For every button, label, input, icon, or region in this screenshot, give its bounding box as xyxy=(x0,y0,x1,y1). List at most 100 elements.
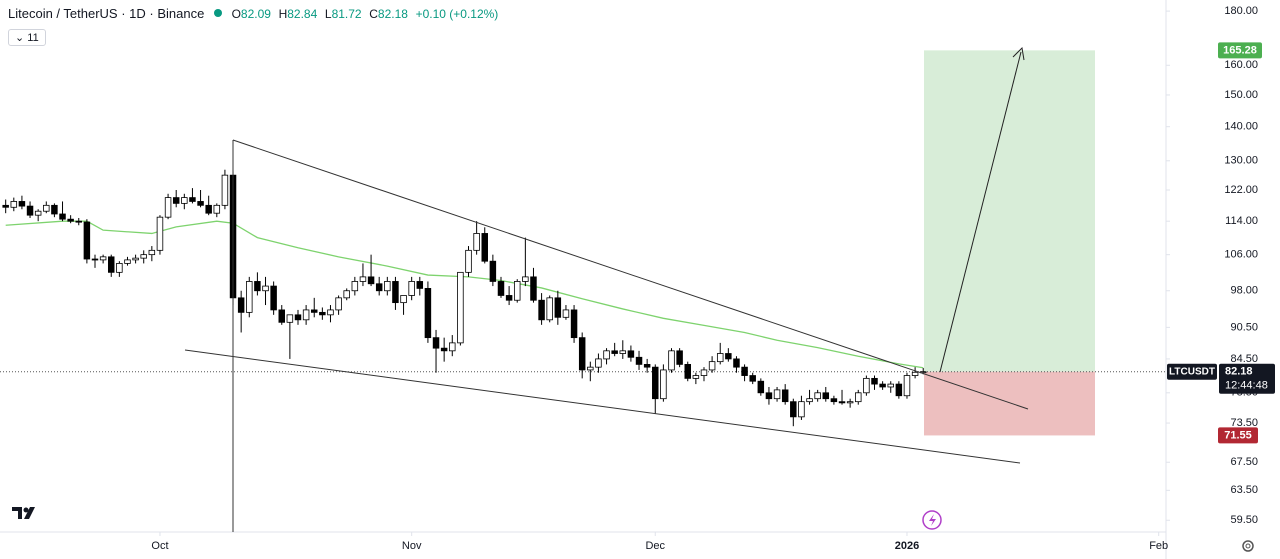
candle-body xyxy=(855,392,862,403)
candle-body xyxy=(692,375,700,379)
indicator-toggle[interactable]: ⌄ 11 xyxy=(8,29,46,46)
candle-body xyxy=(489,260,497,282)
candle-body xyxy=(384,281,391,292)
candle-body xyxy=(473,233,480,251)
candle-body xyxy=(270,285,277,311)
candle-body xyxy=(132,257,139,261)
y-tick-label: 114.00 xyxy=(1225,215,1258,227)
candle-body xyxy=(652,366,659,400)
moving-average xyxy=(5,220,924,369)
candle-body xyxy=(237,297,245,313)
candle-body xyxy=(895,383,903,397)
candle-body xyxy=(522,276,529,282)
candle-body xyxy=(181,197,188,204)
candle-body xyxy=(294,314,302,321)
candle-body xyxy=(116,263,123,273)
candle-body xyxy=(538,299,545,321)
candle-body xyxy=(400,295,407,304)
y-tick-label: 150.00 xyxy=(1224,89,1258,101)
y-tick-label: 59.50 xyxy=(1230,514,1258,526)
candle-body xyxy=(871,377,878,385)
candle-body xyxy=(708,361,716,371)
ohlc-value: 82.09 xyxy=(240,7,271,21)
projection-arrow xyxy=(939,51,1022,373)
candle-body xyxy=(505,295,513,301)
bolt-icon[interactable] xyxy=(922,510,942,530)
candle-body xyxy=(449,342,456,352)
candle-body xyxy=(627,350,635,358)
candle-body xyxy=(765,392,773,400)
candle-body xyxy=(513,281,521,301)
y-tick-label: 90.50 xyxy=(1230,321,1258,333)
candle-body xyxy=(197,201,204,206)
candle-body xyxy=(570,309,578,339)
candle-body xyxy=(911,371,919,376)
settings-icon[interactable] xyxy=(1242,540,1254,552)
candle-body xyxy=(156,216,164,251)
candle-body xyxy=(838,401,846,404)
y-tick-label: 106.00 xyxy=(1224,249,1258,261)
candle-body xyxy=(603,350,610,360)
candle-body xyxy=(408,281,415,296)
x-tick-label: Oct xyxy=(151,540,168,552)
candle-body xyxy=(310,309,318,313)
candle-body xyxy=(367,276,375,285)
candle-body xyxy=(863,377,870,394)
candle-body xyxy=(798,401,805,418)
candle-body xyxy=(26,205,34,216)
candle-body xyxy=(286,314,294,323)
candle-body xyxy=(335,297,342,311)
candle-body xyxy=(375,283,383,292)
ohlc-key: H xyxy=(278,7,288,21)
ohlc-key: O xyxy=(231,7,241,21)
candle-body xyxy=(700,369,708,376)
target-label: 165.28 xyxy=(1223,44,1257,56)
candle-body xyxy=(846,401,854,404)
candle-body xyxy=(830,398,838,403)
price-tag-bg xyxy=(1219,363,1275,394)
y-tick-label: 160.00 xyxy=(1224,59,1258,71)
candle-body xyxy=(189,197,196,202)
candle-body xyxy=(83,221,91,260)
candle-body xyxy=(554,297,562,318)
candle-body xyxy=(587,366,594,371)
candle-body xyxy=(822,392,830,400)
candle-body xyxy=(359,276,367,282)
candle-body xyxy=(578,337,586,371)
candle-body xyxy=(716,353,724,363)
candle-body xyxy=(465,249,472,273)
candle-body xyxy=(67,218,74,222)
plot-area xyxy=(0,50,1166,436)
candle-body xyxy=(254,281,261,292)
candle-body xyxy=(221,174,229,206)
candle-body xyxy=(10,201,18,208)
candle-body xyxy=(2,204,9,208)
candle-body xyxy=(562,309,570,318)
status-dot xyxy=(213,9,222,17)
candle-body xyxy=(781,389,789,403)
candle-body xyxy=(124,259,131,264)
y-tick-label: 140.00 xyxy=(1224,121,1258,133)
candle-body xyxy=(676,350,683,365)
candle-body xyxy=(611,350,618,354)
candle-body xyxy=(725,353,732,360)
candle-body xyxy=(619,350,627,354)
candle-body xyxy=(457,271,464,344)
indicator-count: 11 xyxy=(27,32,39,44)
y-tick-label: 84.50 xyxy=(1230,353,1258,365)
candle-body xyxy=(424,288,432,339)
stop-label: 71.55 xyxy=(1224,429,1252,441)
stop-label-bg xyxy=(1218,427,1258,444)
candle-body xyxy=(51,204,58,215)
candle-body xyxy=(684,363,691,379)
candle-body xyxy=(773,389,781,400)
candle-body xyxy=(99,256,107,261)
candle-body xyxy=(302,309,310,321)
candle-body xyxy=(879,383,886,388)
candle-body xyxy=(278,309,285,323)
candle-body xyxy=(790,401,797,418)
candle-body xyxy=(497,281,505,296)
ohlc-key: L xyxy=(324,7,332,21)
